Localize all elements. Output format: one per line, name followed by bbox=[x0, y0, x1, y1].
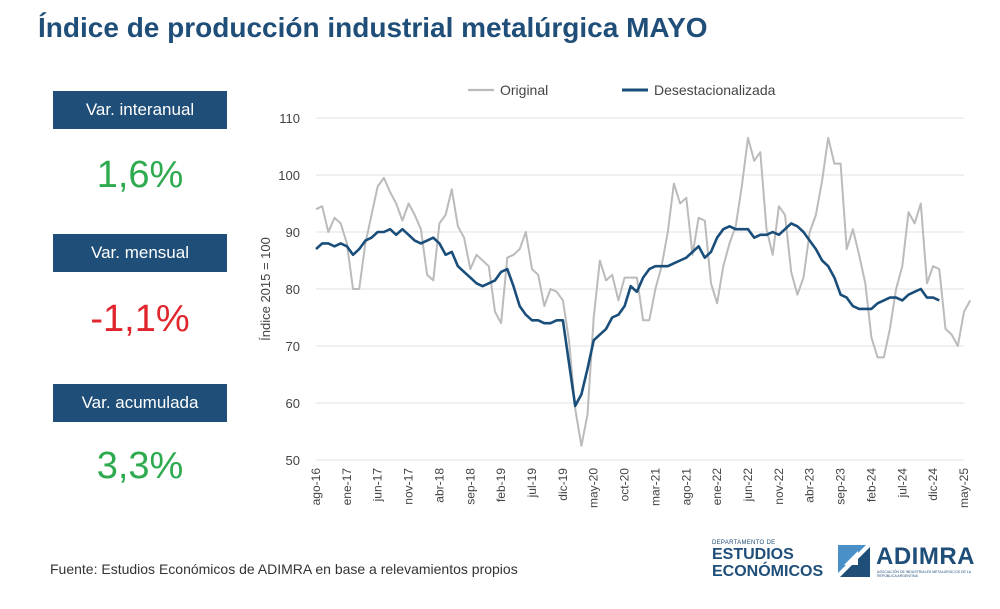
x-tick-label: may-20 bbox=[587, 468, 601, 508]
x-tick-label: jun-22 bbox=[741, 468, 755, 503]
production-index-chart: 50 60 70 80 90 100 110 ago-16 ene-17 jun-17 nov-17… bbox=[258, 82, 972, 508]
x-tick-label: oct-20 bbox=[618, 468, 632, 502]
adimra-tagline: ASOCIACIÓN DE INDUSTRIALES METALÚRGICOS … bbox=[877, 570, 971, 578]
x-tick-label: jul-19 bbox=[525, 468, 539, 499]
x-tick-label: nov-17 bbox=[402, 468, 416, 505]
kpi-value-mensual: -1,1% bbox=[90, 298, 190, 340]
y-tick-label: 100 bbox=[278, 168, 300, 183]
y-tick-label: 50 bbox=[286, 453, 300, 468]
x-tick-label: ene-17 bbox=[340, 468, 354, 506]
x-tick-label: ago-16 bbox=[309, 468, 323, 506]
x-tick-label: jul-24 bbox=[895, 468, 909, 499]
x-tick-label: dic-24 bbox=[926, 468, 940, 501]
x-tick-label: abr-23 bbox=[803, 468, 817, 503]
y-tick-label: 110 bbox=[279, 111, 300, 126]
logo-ee-line2: ECONÓMICOS bbox=[712, 563, 824, 580]
legend-label: Desestacionalizada bbox=[654, 82, 776, 98]
kpi-label-mensual: Var. mensual bbox=[53, 234, 227, 272]
x-tick-label: ago-21 bbox=[679, 468, 693, 506]
source-note: Fuente: Estudios Económicos de ADIMRA en… bbox=[50, 561, 518, 577]
kpi-value-interanual: 1,6% bbox=[96, 154, 184, 196]
x-tick-label: sep-18 bbox=[463, 468, 477, 505]
x-tick-label: mar-21 bbox=[648, 468, 662, 506]
x-tick-label: feb-24 bbox=[864, 468, 878, 502]
y-tick-label: 90 bbox=[286, 225, 300, 240]
page-title: Índice de producción industrial metalúrg… bbox=[38, 12, 708, 43]
kpi-label-interanual: Var. interanual bbox=[53, 91, 227, 129]
adimra-logo: ADIMRA ASOCIACIÓN DE INDUSTRIALES METALÚ… bbox=[836, 543, 975, 584]
x-tick-label: sep-23 bbox=[834, 468, 848, 505]
series-line-desestacionalizada bbox=[315, 222, 940, 408]
kpi-value-acumulada: 3,3% bbox=[96, 445, 184, 487]
legend-label: Original bbox=[500, 82, 548, 98]
adimra-mark-icon bbox=[838, 545, 870, 577]
x-tick-label: abr-18 bbox=[432, 468, 446, 503]
estudios-economicos-logo: DEPARTAMENTO DE ESTUDIOS ECONÓMICOS bbox=[712, 540, 823, 580]
x-tick-label: ene-22 bbox=[710, 468, 724, 506]
adimra-name: ADIMRA bbox=[876, 543, 975, 570]
y-tick-label: 60 bbox=[286, 396, 300, 411]
x-tick-label: dic-19 bbox=[556, 468, 570, 501]
logo-ee-line1: ESTUDIOS bbox=[712, 546, 794, 563]
y-tick-label: 70 bbox=[286, 339, 300, 354]
series-line-original bbox=[315, 136, 972, 447]
logo-ee-small: DEPARTAMENTO DE bbox=[712, 540, 776, 546]
y-axis-label: Índice 2015 = 100 bbox=[258, 237, 273, 341]
x-tick-label: feb-19 bbox=[494, 468, 508, 502]
y-tick-label: 80 bbox=[286, 282, 300, 297]
x-tick-label: nov-22 bbox=[772, 468, 786, 505]
x-tick-label: jun-17 bbox=[371, 468, 385, 503]
kpi-label-acumulada: Var. acumulada bbox=[53, 384, 227, 422]
x-tick-label: may-25 bbox=[957, 468, 971, 508]
